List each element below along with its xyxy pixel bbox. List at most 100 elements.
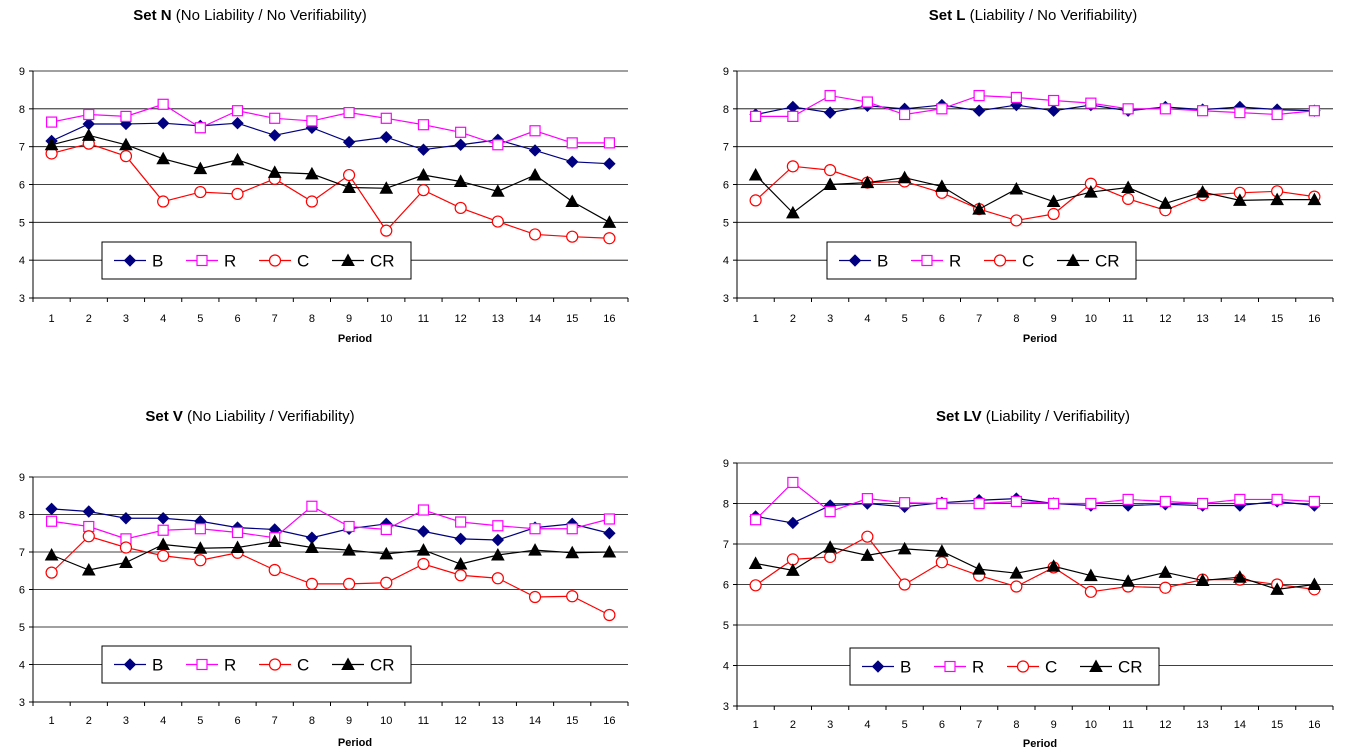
x-tick-label: 10 (1085, 719, 1097, 731)
data-point-cr (1270, 192, 1284, 206)
series-line-r (51, 505, 610, 540)
data-point-cr (972, 202, 986, 215)
data-point-cr (565, 545, 580, 559)
data-point-r (1122, 103, 1134, 115)
chart-title: Set L (Liability / No Verifiability) (929, 7, 1137, 24)
y-tick-label: 4 (19, 660, 25, 672)
x-tick-label: 12 (455, 313, 467, 325)
y-tick-label: 5 (19, 217, 25, 229)
data-point-r (194, 523, 206, 535)
data-point-cr (1270, 582, 1284, 595)
data-point-cr (44, 547, 59, 561)
data-point-r (306, 500, 318, 512)
x-tick-label: 16 (603, 715, 615, 727)
data-point-r (1271, 493, 1283, 506)
data-point-c (824, 164, 837, 177)
y-tick-label: 7 (723, 539, 729, 551)
data-point-cr (491, 547, 505, 561)
series-cr (748, 167, 1322, 219)
data-point-c (749, 194, 762, 207)
legend-entry-cr: CR (1057, 252, 1120, 271)
data-point-cr (1233, 193, 1247, 206)
data-point-c (231, 187, 244, 201)
legend-label: B (152, 252, 163, 271)
data-point-r (529, 125, 541, 137)
data-point-r (861, 493, 873, 505)
data-point-cr (823, 177, 837, 190)
data-point-r (1010, 91, 1022, 104)
x-tick-label: 7 (976, 719, 982, 731)
data-point-b (454, 532, 467, 546)
series-line-r (51, 103, 610, 146)
legend-marker (341, 657, 355, 670)
x-tick-label: 10 (380, 313, 392, 325)
data-point-cr (193, 161, 208, 175)
chart-title: Set LV (Liability / Verifiability) (936, 408, 1130, 425)
legend-label: C (1022, 252, 1034, 271)
chart-panel-1: Set N (No Liability / No Verifiability) 3… (19, 7, 629, 345)
legend-entry-cr: CR (332, 252, 395, 271)
data-point-c (861, 530, 874, 543)
data-point-b (342, 135, 356, 149)
data-point-c (45, 566, 58, 579)
x-tick-label: 8 (1013, 313, 1019, 325)
data-point-r (1048, 497, 1060, 510)
data-point-c (603, 608, 616, 622)
data-point-r (1122, 493, 1134, 506)
x-tick-label: 9 (346, 313, 352, 325)
x-tick-label: 2 (86, 313, 92, 325)
data-point-r (787, 476, 799, 489)
data-point-cr (972, 562, 986, 575)
data-point-c (157, 549, 170, 562)
data-point-c (119, 150, 133, 163)
data-point-b (156, 512, 170, 525)
legend-entry-cr: CR (1080, 658, 1143, 677)
data-point-c (1047, 207, 1060, 221)
y-tick-label: 9 (723, 458, 729, 470)
data-point-b (1047, 104, 1060, 117)
data-point-c (898, 578, 911, 591)
data-point-cr (1307, 577, 1322, 590)
series-line-c (51, 535, 610, 616)
data-point-r (1197, 497, 1209, 510)
data-point-cr (748, 167, 763, 181)
data-point-r (157, 98, 169, 110)
y-tick-label: 8 (19, 104, 25, 116)
data-point-cr (1233, 570, 1247, 583)
data-point-r (306, 115, 318, 127)
data-point-r (566, 523, 578, 535)
x-tick-label: 1 (753, 719, 759, 731)
legend-entry-r: R (911, 252, 961, 271)
x-tick-label: 11 (418, 715, 429, 727)
legend-box (826, 241, 1137, 280)
series-line-b (51, 508, 610, 541)
data-point-b (82, 505, 95, 518)
data-point-cr (1121, 574, 1135, 587)
data-point-c (417, 184, 430, 197)
data-point-cr (528, 543, 542, 556)
data-point-r (824, 89, 836, 102)
legend-label: C (1045, 658, 1057, 677)
data-point-c (1010, 214, 1023, 227)
data-point-cr (119, 555, 133, 568)
chart-panel-2: Set L (Liability / No Verifiability) 3 4 5 6… (723, 7, 1334, 345)
x-axis-label: Period (1023, 738, 1057, 750)
data-point-r (750, 110, 762, 123)
legend-entry-c: C (984, 252, 1034, 271)
data-point-r (380, 523, 392, 536)
data-point-cr (1009, 181, 1024, 195)
data-point-cr (602, 544, 617, 558)
y-tick-label: 3 (19, 697, 25, 709)
legend-marker (196, 254, 208, 267)
legend-marker (1066, 253, 1080, 266)
data-point-r (861, 96, 873, 108)
x-tick-label: 2 (790, 719, 796, 731)
data-point-r (1234, 493, 1246, 506)
data-point-cr (81, 128, 96, 141)
y-tick-label: 4 (723, 661, 729, 673)
x-tick-label: 6 (939, 313, 945, 325)
x-tick-label: 6 (234, 313, 240, 325)
data-point-r (492, 139, 504, 151)
data-point-b (119, 512, 133, 525)
legend-label: R (224, 252, 236, 271)
